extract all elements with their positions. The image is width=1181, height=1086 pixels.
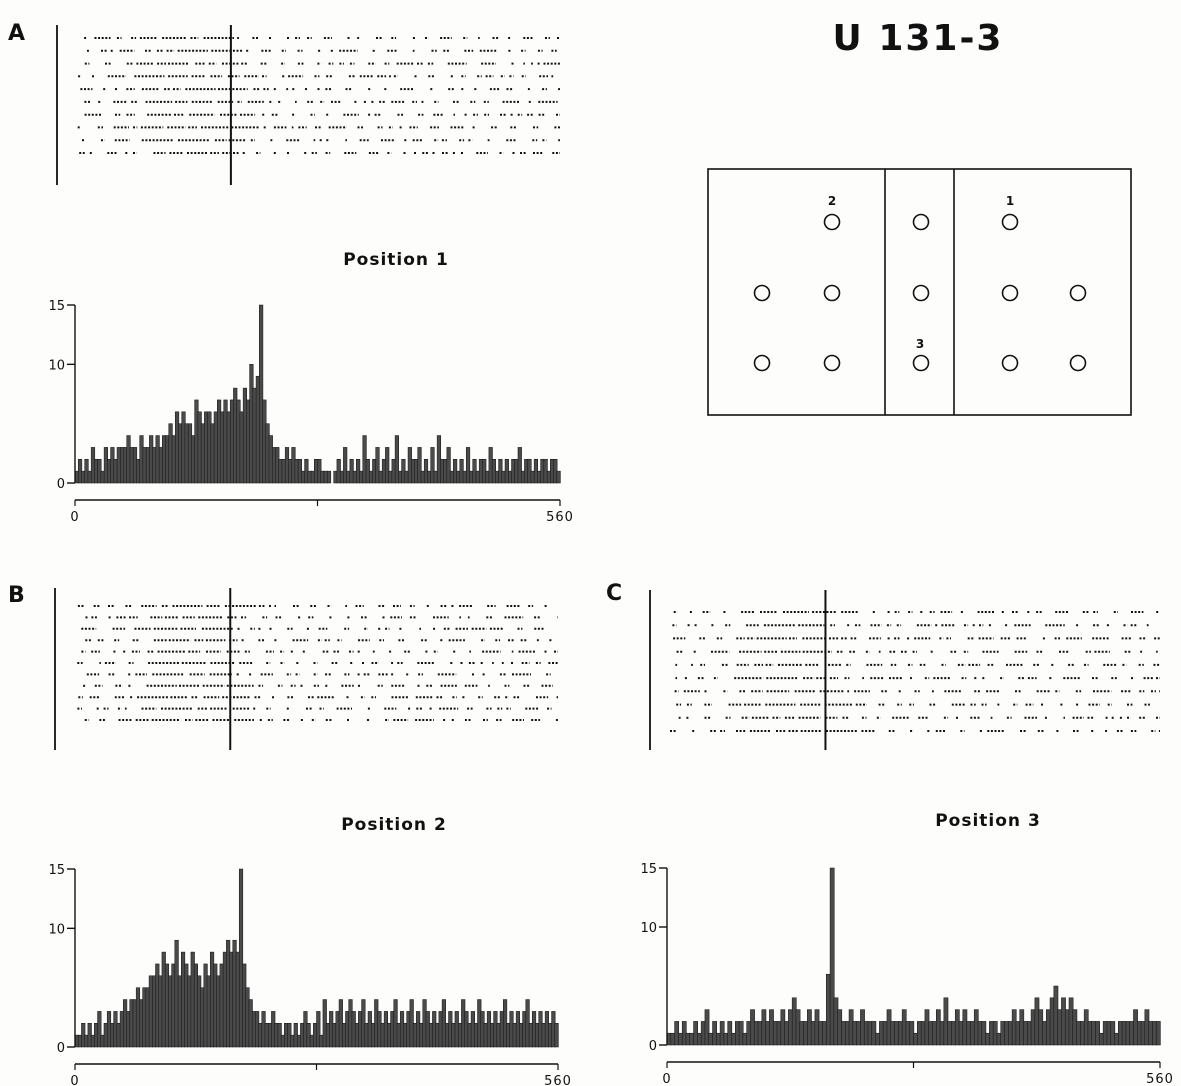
histogram-bar	[556, 470, 561, 484]
histogram-bar	[316, 1011, 321, 1048]
board-hole	[1001, 213, 1019, 231]
panel-c-raster	[649, 590, 1160, 750]
histogram-bar	[238, 868, 244, 1048]
panel-a: 0 10 15 0 560	[48, 25, 573, 525]
board-hole	[912, 284, 930, 302]
panel-c-title: Position 3	[935, 811, 1041, 831]
histogram-bar	[343, 447, 348, 484]
histogram-bar	[1155, 1021, 1161, 1046]
board-outline	[707, 168, 1132, 416]
x-tick-label: 560	[1146, 1072, 1174, 1086]
figure-title: U 131-3	[833, 18, 1004, 59]
x-tick-label: 0	[662, 1072, 671, 1086]
hole-label-2: 2	[828, 194, 836, 208]
x-tick-label: 560	[544, 1074, 572, 1086]
y-tick-label: 15	[48, 299, 65, 314]
board-hole	[1069, 284, 1087, 302]
board-hole	[753, 284, 771, 302]
y-tick-label: 10	[640, 921, 657, 936]
panel-a-title: Position 1	[343, 250, 449, 270]
board-holes	[753, 213, 1087, 372]
board-hole	[823, 354, 841, 372]
panel-a-raster	[56, 25, 560, 185]
board-hole	[1069, 354, 1087, 372]
board-hole	[823, 284, 841, 302]
x-tick-label: 0	[70, 1074, 79, 1086]
panel-c-histogram: 0 10 15 0 560	[640, 862, 1174, 1086]
panel-letter-b: B	[8, 583, 25, 608]
board-hole	[1001, 284, 1019, 302]
panel-letter-a: A	[8, 21, 25, 46]
histogram-bar	[829, 867, 835, 1046]
x-tick-label: 560	[546, 510, 574, 525]
histogram-bar	[326, 470, 332, 484]
y-tick-label: 10	[48, 922, 65, 937]
y-tick-label: 0	[57, 477, 65, 492]
histogram-bar	[417, 447, 422, 484]
y-tick-label: 10	[48, 358, 65, 373]
board-hole	[823, 213, 841, 231]
histogram-bar	[554, 1023, 559, 1048]
y-tick-label: 15	[48, 863, 65, 878]
histogram-bar	[430, 447, 435, 484]
board-hole	[753, 354, 771, 372]
panel-b-histogram: 0 10 15 0 560	[48, 863, 572, 1086]
board-hole	[1001, 354, 1019, 372]
hole-label-1: 1	[1006, 194, 1014, 208]
hole-label-3: 3	[916, 337, 924, 351]
histogram-bar	[259, 304, 264, 484]
panel-letter-c: C	[606, 581, 622, 606]
board-hole	[912, 213, 930, 231]
histogram-bar	[97, 1011, 102, 1048]
panel-b-title: Position 2	[341, 815, 447, 835]
x-tick-label: 0	[70, 510, 79, 525]
histogram-bar	[394, 435, 399, 484]
y-tick-label: 15	[640, 862, 657, 877]
panel-c: 0 10 15 0 560	[640, 590, 1173, 1086]
panel-b-raster	[54, 588, 558, 750]
panel-a-histogram: 0 10 15 0 560	[48, 299, 574, 525]
histogram-bar	[704, 1009, 710, 1046]
histogram-bar	[375, 447, 380, 484]
board-diagram: 2 1 3	[707, 168, 1132, 416]
board-hole	[912, 354, 930, 372]
histogram-bar	[517, 447, 522, 484]
y-tick-label: 0	[649, 1039, 657, 1054]
histogram-bar	[446, 447, 451, 484]
y-tick-label: 0	[57, 1041, 65, 1056]
histogram-bar	[465, 447, 471, 484]
panel-b: 0 10 15 0 560	[48, 588, 571, 1086]
histogram-bar	[385, 447, 390, 484]
